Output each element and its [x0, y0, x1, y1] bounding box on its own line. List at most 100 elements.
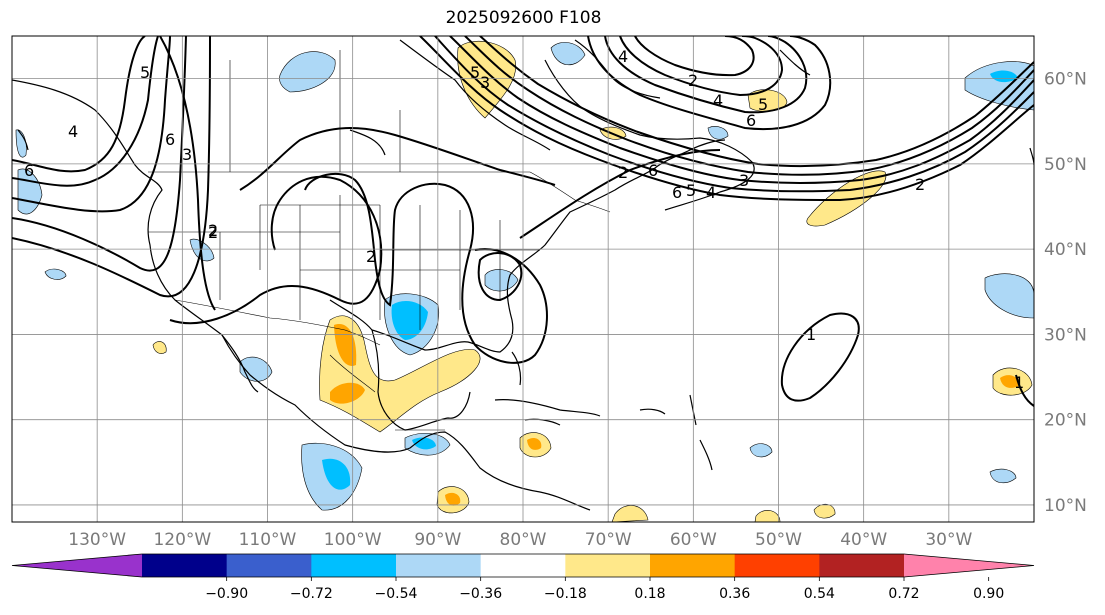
anomaly-negative-greenland	[550, 42, 586, 65]
contour-label: 6	[746, 111, 756, 130]
anomaly-negative-gulf-core	[391, 300, 428, 340]
contour-labels: 6 5 4 3 2 6 2 3 4 5 6 2 4 5 6 2 6 5 4 3 …	[24, 47, 1024, 392]
anomaly-positive-mexico	[319, 315, 481, 433]
anomaly-negative-pacific	[44, 268, 67, 280]
anomaly-negative-labrador	[707, 126, 729, 140]
contour-label: 2	[618, 163, 628, 182]
contour-label: 3	[739, 171, 749, 190]
longitude-label: 50°W	[755, 530, 802, 550]
anomaly-negative-west2	[15, 129, 27, 158]
latitude-label: 20°N	[1044, 411, 1087, 431]
contour-line	[477, 252, 523, 302]
contour-line	[780, 312, 860, 402]
map-frame	[11, 35, 1035, 523]
colorbar-tick-label: −0.54	[375, 586, 418, 602]
colorbar: −0.90 −0.72 −0.54 −0.36 −0.18 0.18 0.36 0.54 0.7…	[11, 553, 1035, 602]
colorbar-segment	[565, 554, 651, 577]
anomaly-negative-southeast	[484, 269, 519, 292]
anomaly-negative-atlantic	[984, 273, 1034, 319]
anomaly-negative-canada	[279, 51, 336, 93]
colorbar-extend-low	[12, 554, 142, 577]
contour-label: 3	[480, 73, 490, 92]
colorbar-tick-label: 0.18	[634, 586, 665, 602]
contour-label: 6	[648, 161, 658, 180]
longitude-label: 110°W	[239, 530, 297, 550]
contour-label: 4	[618, 47, 628, 66]
contour-line	[587, 36, 832, 131]
contour-label: 5	[140, 63, 150, 82]
longitude-label: 120°W	[153, 530, 211, 550]
contour-lines	[12, 36, 1034, 407]
colorbar-segment	[819, 554, 905, 577]
anomaly-positive-north-atlantic	[806, 170, 887, 227]
latitude-label: 10°N	[1044, 496, 1087, 516]
contour-line	[1015, 374, 1034, 407]
contour-line	[604, 36, 808, 114]
colorbar-segment	[311, 554, 397, 577]
contour-label: 2	[915, 175, 925, 194]
anomaly-positive-small2	[152, 341, 167, 354]
anomaly-fields	[15, 41, 1034, 522]
contour-line	[434, 36, 1034, 193]
contour-label: 2	[208, 223, 218, 242]
contour-line	[12, 36, 187, 272]
latitude-label: 50°N	[1044, 155, 1087, 175]
longitude-label: 30°W	[925, 530, 972, 550]
longitude-label: 40°W	[840, 530, 887, 550]
contour-line	[419, 36, 1034, 202]
colorbar-outline	[11, 553, 1035, 578]
contour-label: 3	[182, 145, 192, 164]
contour-line	[169, 175, 383, 325]
contour-line	[12, 36, 171, 213]
contour-line	[159, 36, 216, 311]
contour-line	[634, 36, 755, 77]
colorbar-segment	[480, 554, 566, 577]
contour-label: 5	[686, 181, 696, 200]
contour-line	[12, 36, 159, 187]
anomaly-positive-mexico-core2	[330, 382, 365, 404]
latitude-label: 30°N	[1044, 325, 1087, 345]
contour-label: 2	[366, 247, 376, 266]
anomaly-positive-small5	[813, 503, 836, 519]
colorbar-tick-label: −0.90	[205, 586, 248, 602]
anomaly-positive-pacific-core	[445, 492, 461, 506]
anomaly-negative-ne-core	[990, 70, 1018, 83]
contour-line	[239, 127, 556, 191]
contour-line	[12, 36, 211, 298]
contour-label: 1	[1014, 373, 1024, 392]
anomaly-negative-baja	[239, 356, 273, 382]
contour-label: 4	[713, 91, 723, 110]
anomaly-positive-caribbean-core	[527, 437, 542, 450]
contour-label: 1	[806, 325, 816, 344]
colorbar-tick-label: −0.18	[544, 586, 587, 602]
colorbar-segment	[396, 554, 482, 577]
contour-label: 2	[208, 221, 218, 240]
longitude-label: 90°W	[414, 530, 461, 550]
contour-line	[464, 36, 1034, 176]
longitude-label: 70°W	[585, 530, 632, 550]
longitude-label: 80°W	[500, 530, 547, 550]
contour-line	[619, 36, 784, 97]
political-borders	[148, 50, 611, 431]
anomaly-negative-atlantic3	[989, 468, 1017, 484]
colorbar-segment	[226, 554, 312, 577]
contour-line	[449, 36, 1034, 184]
contour-label: 5	[758, 95, 768, 114]
contour-label: 2	[688, 71, 698, 90]
colorbar-tick-label: 0.90	[973, 586, 1004, 602]
colorbar-tick-label: −0.72	[290, 586, 333, 602]
contour-label: 5	[470, 63, 480, 82]
contour-label: 6	[672, 183, 682, 202]
longitude-label: 130°W	[68, 530, 126, 550]
colorbar-tick-label: −0.36	[459, 586, 502, 602]
contour-label: 6	[165, 130, 175, 149]
latitude-label: 60°N	[1044, 70, 1087, 90]
anomaly-negative-pacific-mexico-core	[322, 458, 351, 490]
latitude-label: 40°N	[1044, 240, 1087, 260]
colorbar-extend-high	[904, 554, 1034, 577]
colorbar-tick-label: 0.72	[888, 586, 919, 602]
colorbar-tick-label: 0.36	[719, 586, 750, 602]
anomaly-positive-east-core	[1000, 375, 1020, 388]
latitude-labels: 10°N 20°N 30°N 40°N 50°N 60°N	[1044, 70, 1087, 516]
